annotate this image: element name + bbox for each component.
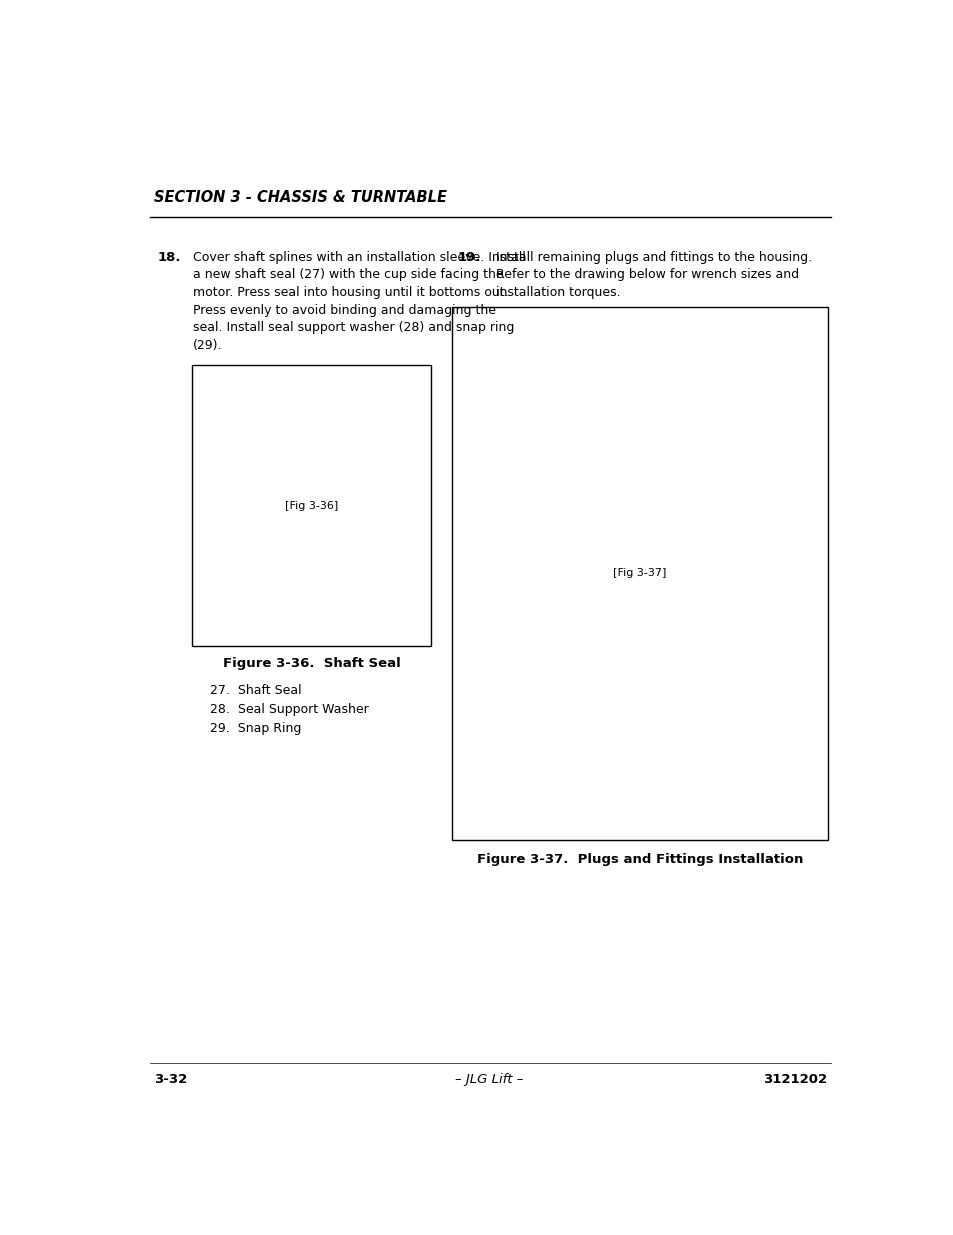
Bar: [452, 308, 827, 840]
Text: installation torques.: installation torques.: [496, 287, 620, 299]
Text: Refer to the drawing below for wrench sizes and: Refer to the drawing below for wrench si…: [496, 268, 799, 282]
Text: Cover shaft splines with an installation sleeve. Install: Cover shaft splines with an installation…: [193, 251, 525, 264]
Text: seal. Install seal support washer (28) and snap ring: seal. Install seal support washer (28) a…: [193, 321, 514, 335]
Text: Figure 3-36.  Shaft Seal: Figure 3-36. Shaft Seal: [222, 657, 400, 671]
Text: 28.  Seal Support Washer: 28. Seal Support Washer: [210, 703, 369, 716]
Text: 3121202: 3121202: [761, 1072, 826, 1086]
Text: Install remaining plugs and fittings to the housing.: Install remaining plugs and fittings to …: [496, 251, 812, 264]
Text: 29.  Snap Ring: 29. Snap Ring: [210, 722, 301, 735]
Text: 18.: 18.: [157, 251, 181, 264]
Text: a new shaft seal (27) with the cup side facing the: a new shaft seal (27) with the cup side …: [193, 268, 503, 282]
Text: motor. Press seal into housing until it bottoms out.: motor. Press seal into housing until it …: [193, 287, 508, 299]
Text: [Fig 3-37]: [Fig 3-37]: [613, 568, 666, 578]
Text: Figure 3-37.  Plugs and Fittings Installation: Figure 3-37. Plugs and Fittings Installa…: [476, 853, 802, 866]
Text: [Fig 3-36]: [Fig 3-36]: [285, 500, 337, 510]
Text: Press evenly to avoid binding and damaging the: Press evenly to avoid binding and damagi…: [193, 304, 496, 316]
Text: SECTION 3 - CHASSIS & TURNTABLE: SECTION 3 - CHASSIS & TURNTABLE: [153, 190, 447, 205]
Text: 3-32: 3-32: [153, 1072, 187, 1086]
Text: (29).: (29).: [193, 338, 222, 352]
Bar: [192, 366, 431, 646]
Text: – JLG Lift –: – JLG Lift –: [455, 1072, 522, 1086]
Text: 19.: 19.: [457, 251, 480, 264]
Text: 27.  Shaft Seal: 27. Shaft Seal: [210, 684, 301, 697]
